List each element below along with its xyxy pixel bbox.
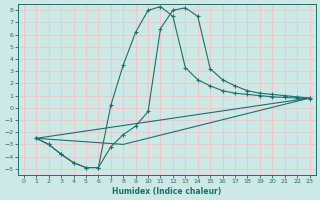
- X-axis label: Humidex (Indice chaleur): Humidex (Indice chaleur): [112, 187, 221, 196]
